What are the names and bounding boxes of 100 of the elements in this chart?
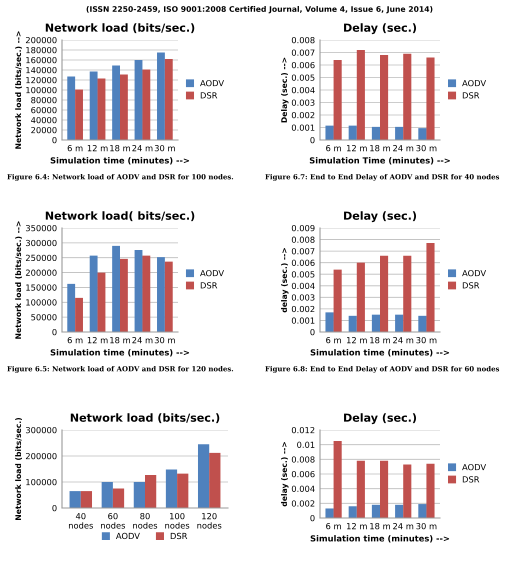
x-tick-label: 12 m bbox=[347, 337, 367, 344]
bar bbox=[356, 50, 365, 140]
x-axis-title: Simulation time (minutes) --> bbox=[310, 535, 450, 543]
y-tick-label: 0 bbox=[52, 504, 57, 512]
y-tick-label: 0.012 bbox=[292, 426, 314, 434]
y-tick-label: 140000 bbox=[26, 66, 57, 74]
x-tick-label: 18 m bbox=[370, 337, 390, 344]
y-tick-label: 250000 bbox=[26, 254, 57, 261]
x-tick-label: 24 m bbox=[393, 337, 414, 344]
y-tick-label: 0 bbox=[310, 514, 315, 522]
y-tick-label: 0.008 bbox=[292, 236, 315, 243]
y-tick-label: 0.007 bbox=[292, 49, 314, 56]
x-tick-label: 18 m bbox=[370, 145, 390, 152]
y-tick-label: 200000 bbox=[26, 36, 57, 44]
y-tick-label: 0.006 bbox=[292, 62, 315, 68]
x-tick-label: 18 m bbox=[110, 145, 130, 152]
legend-label: DSR bbox=[462, 282, 480, 289]
chart-title: Delay (sec.) bbox=[344, 413, 416, 424]
y-tick-label: 0.006 bbox=[292, 470, 315, 478]
x-tick-label: 6 m bbox=[326, 523, 341, 530]
y-tick-label: 60000 bbox=[31, 106, 57, 114]
bar bbox=[75, 90, 83, 140]
bar bbox=[177, 474, 188, 508]
x-tick-label: 30 m bbox=[416, 145, 436, 152]
x-tick-label: 12 m bbox=[347, 145, 367, 152]
y-tick-label: 200000 bbox=[26, 270, 57, 276]
y-tick-label: 0.001 bbox=[292, 124, 314, 131]
legend-label: DSR bbox=[170, 532, 188, 540]
x-tick-label: 18 m bbox=[110, 337, 130, 344]
y-tick-label: 0 bbox=[310, 136, 315, 144]
y-tick-label: 200000 bbox=[26, 452, 57, 460]
x-tick-label: 18 m bbox=[370, 523, 390, 530]
legend-label: AODV bbox=[200, 270, 224, 276]
bar bbox=[403, 256, 412, 332]
bar bbox=[67, 76, 76, 140]
y-tick-label: 120000 bbox=[26, 76, 57, 84]
bar bbox=[418, 316, 426, 332]
chart-title: Delay (sec.) bbox=[344, 211, 416, 222]
x-tick-label: 6 m bbox=[68, 145, 82, 152]
bar bbox=[134, 482, 145, 508]
bar bbox=[145, 474, 156, 508]
x-tick-label: 24 m bbox=[393, 145, 414, 152]
y-tick-label: 0.002 bbox=[292, 112, 314, 118]
y-tick-label: 100000 bbox=[26, 478, 57, 486]
bar bbox=[426, 464, 435, 518]
bar bbox=[164, 262, 173, 332]
bar bbox=[120, 74, 128, 140]
y-tick-label: 50000 bbox=[31, 314, 57, 320]
y-tick-label: 0.003 bbox=[292, 294, 314, 301]
bar bbox=[334, 441, 342, 518]
x-tick-label: 30 m bbox=[416, 337, 436, 344]
bar bbox=[372, 314, 380, 332]
chart-title: Network load (bits/sec.) bbox=[46, 23, 194, 34]
y-tick-label: 0.004 bbox=[292, 486, 315, 492]
legend-label: AODV bbox=[200, 80, 224, 86]
bar bbox=[134, 60, 142, 140]
bar bbox=[90, 72, 98, 140]
bar bbox=[380, 256, 388, 332]
y-tick-label: 0.008 bbox=[292, 456, 315, 463]
x-axis-title: Simulation time (minutes) --> bbox=[310, 349, 450, 357]
bar bbox=[112, 246, 120, 332]
y-tick-label: 0.004 bbox=[292, 86, 315, 94]
bar bbox=[134, 250, 142, 332]
x-tick-label: 100 nodes bbox=[165, 513, 190, 529]
bar bbox=[348, 316, 357, 332]
legend-label: AODV bbox=[462, 80, 486, 86]
x-tick-label: 12 m bbox=[88, 145, 108, 152]
legend-label: DSR bbox=[462, 476, 480, 483]
chart-title: Network load( bits/sec.) bbox=[46, 211, 194, 222]
x-tick-label: 40 nodes bbox=[68, 513, 93, 529]
bar bbox=[142, 256, 150, 332]
bar bbox=[325, 126, 334, 140]
legend-label: AODV bbox=[116, 532, 140, 540]
x-tick-label: 30 m bbox=[154, 337, 175, 344]
y-tick-label: 0.003 bbox=[292, 99, 314, 106]
y-tick-label: 0.002 bbox=[292, 500, 314, 507]
y-tick-label: 0.009 bbox=[292, 224, 315, 232]
y-tick-label: 0 bbox=[310, 328, 315, 336]
bar bbox=[157, 52, 165, 140]
bar bbox=[164, 59, 173, 140]
bar bbox=[80, 491, 92, 508]
bar bbox=[380, 460, 388, 518]
bar bbox=[75, 298, 83, 332]
x-tick-label: 12 m bbox=[347, 523, 367, 530]
y-tick-label: 350000 bbox=[26, 224, 57, 232]
x-tick-label: 60 nodes bbox=[101, 513, 126, 529]
bar bbox=[67, 284, 76, 332]
bar bbox=[395, 504, 404, 518]
y-tick-label: 100000 bbox=[26, 299, 57, 306]
x-tick-label: 24 m bbox=[132, 145, 152, 152]
bar bbox=[395, 314, 404, 332]
y-tick-label: 300000 bbox=[26, 426, 57, 434]
bar bbox=[166, 470, 178, 508]
bar bbox=[112, 488, 124, 508]
y-tick-label: 40000 bbox=[31, 116, 57, 124]
bar bbox=[98, 78, 106, 140]
chart-title: Delay (sec.) bbox=[344, 23, 416, 34]
x-tick-label: 12 m bbox=[88, 337, 108, 344]
bar bbox=[426, 58, 435, 140]
chart-title: Network load (bits/sec.) bbox=[70, 413, 220, 424]
